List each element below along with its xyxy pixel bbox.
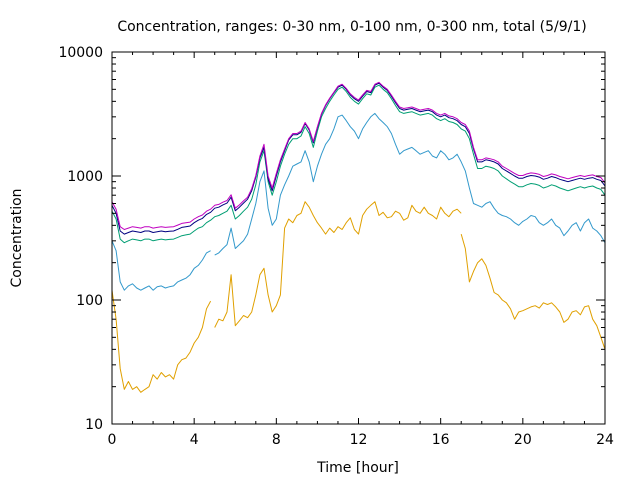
- x-tick-label: 8: [272, 432, 281, 448]
- y-tick-label: 10000: [58, 45, 103, 61]
- axis-layer: 0 4 8 12 16 20 24 10 100 1000 10000: [58, 45, 614, 448]
- x-tick-label: 12: [350, 432, 368, 448]
- y-tick-label: 10: [85, 417, 103, 433]
- y-tick-label: 1000: [67, 169, 103, 185]
- series-line-7: [111, 81, 606, 230]
- series-line-2: [460, 233, 606, 350]
- series-line-6: [111, 82, 606, 235]
- y-tick-label: 100: [76, 293, 103, 309]
- x-axis-label: Time [hour]: [316, 460, 399, 476]
- series-line-5: [111, 84, 606, 244]
- x-tick-label: 16: [432, 432, 450, 448]
- series-line-1: [214, 201, 462, 328]
- series-line-0: [111, 290, 212, 393]
- x-tick-label: 0: [108, 432, 117, 448]
- x-tick-label: 24: [596, 432, 614, 448]
- y-axis-label: Concentration: [9, 188, 25, 287]
- series-line-3: [111, 240, 211, 291]
- series-line-4: [214, 112, 606, 256]
- series-layer: [111, 81, 606, 393]
- chart-title: Concentration, ranges: 0-30 nm, 0-100 nm…: [117, 19, 586, 35]
- x-tick-label: 4: [190, 432, 199, 448]
- x-tick-label: 20: [514, 432, 532, 448]
